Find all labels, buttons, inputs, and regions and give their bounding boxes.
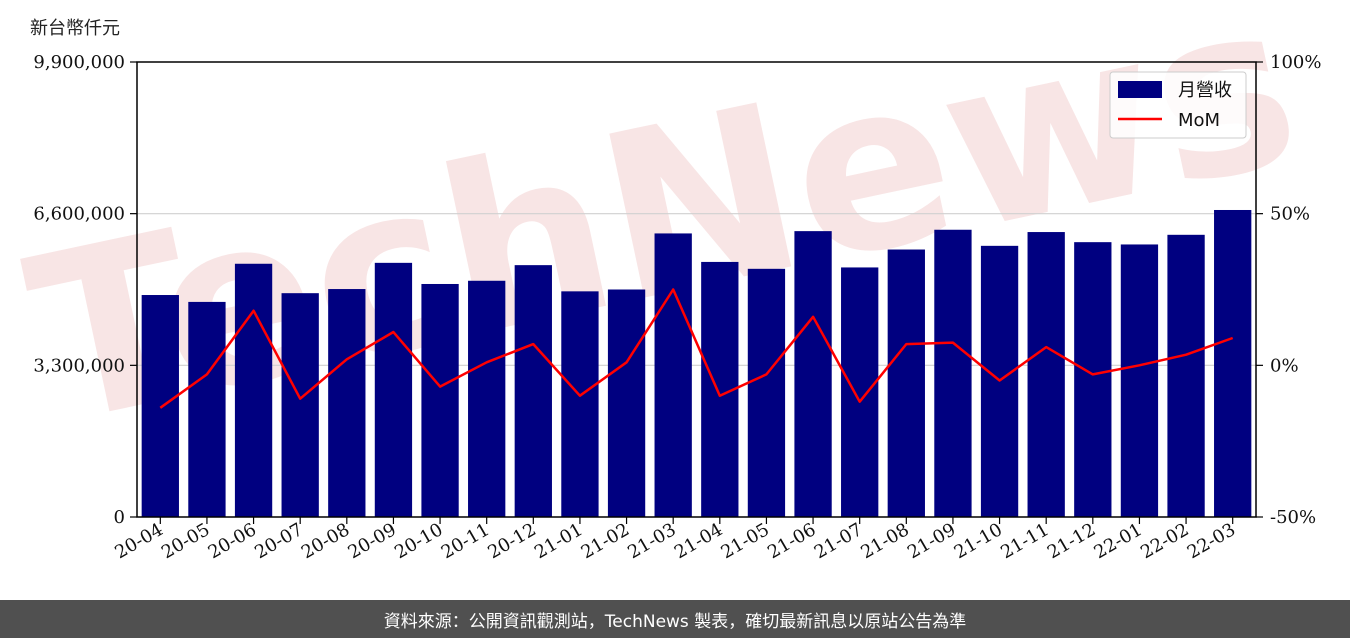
x-tick-label: 20-07 — [251, 519, 306, 563]
left-y-axis: 0 3,300,000 6,600,000 9,900,000 — [33, 52, 137, 528]
x-tick-label: 22-01 — [1090, 519, 1145, 563]
bar-22-01 — [1120, 244, 1159, 517]
y-right-tick-label: 0% — [1270, 355, 1299, 376]
x-tick-label: 22-03 — [1184, 519, 1239, 563]
x-tick-label: 21-12 — [1044, 519, 1099, 563]
footer-text: 資料來源：公開資訊觀測站，TechNews 製表，確切最新訊息以原站公告為準 — [383, 611, 967, 632]
y-left-tick-label: 9,900,000 — [33, 52, 125, 73]
x-tick-label: 21-11 — [997, 519, 1052, 563]
x-tick-label: 21-05 — [717, 519, 772, 563]
plot-frame — [136, 61, 1257, 518]
mom-line — [159, 288, 1234, 409]
bar-20-07 — [281, 293, 319, 517]
bar-20-08 — [328, 289, 366, 517]
y-right-tick-label: -50% — [1270, 507, 1316, 528]
y-right-tick-label: 100% — [1270, 52, 1321, 73]
bar-21-06 — [794, 231, 832, 517]
x-tick-label: 22-02 — [1137, 519, 1192, 563]
legend-label-revenue: 月營收 — [1178, 80, 1232, 101]
x-tick-label: 20-10 — [391, 519, 446, 563]
bar-20-10 — [421, 283, 459, 517]
y-left-tick-label: 6,600,000 — [33, 204, 125, 225]
legend: 月營收 MoM — [1109, 71, 1247, 139]
bar-22-03 — [1214, 209, 1252, 517]
bar-21-05 — [747, 268, 786, 517]
x-tick-label: 20-08 — [298, 519, 353, 563]
x-tick-label: 21-10 — [951, 519, 1006, 563]
bar-20-11 — [468, 280, 506, 517]
bar-21-02 — [607, 289, 646, 517]
bar-21-03 — [654, 233, 692, 517]
y-left-tick-label: 3,300,000 — [33, 355, 125, 376]
x-tick-label: 20-06 — [205, 519, 260, 563]
bar-21-09 — [934, 229, 972, 518]
legend-label-mom: MoM — [1178, 110, 1220, 131]
x-tick-label: 20-12 — [484, 519, 539, 563]
gridlines — [137, 213, 1256, 366]
x-tick-label: 21-01 — [531, 519, 586, 563]
x-tick-label: 21-07 — [811, 519, 866, 563]
y-right-tick-label: 50% — [1270, 204, 1310, 225]
x-tick-label: 21-02 — [578, 519, 633, 563]
right-y-axis: -50% 0% 50% 100% — [1256, 52, 1321, 528]
legend-bar-swatch — [1118, 81, 1162, 98]
x-tick-label: 21-03 — [624, 519, 679, 563]
x-tick-label: 21-04 — [671, 519, 726, 563]
footer-source-bar: 資料來源：公開資訊觀測站，TechNews 製表，確切最新訊息以原站公告為準 — [0, 600, 1350, 638]
bar-21-01 — [561, 291, 599, 517]
bar-21-08 — [887, 249, 925, 518]
x-tick-label: 20-11 — [438, 519, 493, 563]
bar-20-06 — [234, 263, 273, 517]
bar-21-11 — [1027, 232, 1065, 517]
x-tick-label: 21-08 — [857, 519, 912, 563]
x-axis: 20-0420-0520-0620-0720-0820-0920-1020-11… — [111, 517, 1239, 563]
x-tick-label: 21-09 — [904, 519, 959, 563]
bar-21-12 — [1074, 242, 1112, 517]
bar-20-05 — [188, 301, 226, 517]
bar-20-12 — [514, 265, 552, 517]
x-tick-label: 21-06 — [764, 519, 819, 563]
bar-21-07 — [841, 267, 879, 517]
bar-20-09 — [374, 262, 413, 517]
x-tick-label: 20-05 — [158, 519, 213, 563]
bar-20-04 — [141, 295, 179, 517]
bar-series — [141, 209, 1252, 518]
y-axis-unit-label: 新台幣仟元 — [30, 18, 120, 39]
bar-22-02 — [1167, 234, 1205, 517]
y-left-tick-label: 0 — [114, 507, 125, 528]
x-tick-label: 20-09 — [344, 519, 399, 563]
